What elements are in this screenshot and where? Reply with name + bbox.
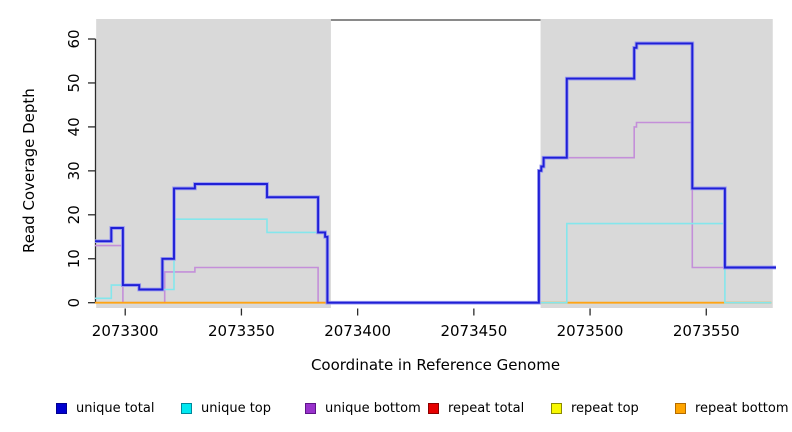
y-tick-label: 0 xyxy=(65,298,83,308)
legend-item-unique-total: unique total xyxy=(56,398,154,418)
x-tick-label: 2073400 xyxy=(324,322,391,340)
x-tick-label: 2073350 xyxy=(208,322,275,340)
unique-bottom-swatch-icon xyxy=(305,402,316,414)
unique-total-swatch-icon xyxy=(56,402,67,414)
x-tick-label: 2073550 xyxy=(673,322,740,340)
legend-item-repeat-bottom: repeat bottom xyxy=(675,398,789,418)
legend-label: repeat bottom xyxy=(695,400,789,416)
y-tick-label: 20 xyxy=(65,205,83,224)
legend-item-repeat-top: repeat top xyxy=(551,398,639,418)
legend: unique total unique top unique bottom re… xyxy=(0,398,792,422)
repeat-bottom-swatch-icon xyxy=(675,402,686,414)
y-tick-label: 50 xyxy=(65,73,83,92)
x-tick-label: 2073300 xyxy=(92,322,159,340)
left-shaded-region xyxy=(96,19,331,308)
x-tick-label: 2073450 xyxy=(440,322,507,340)
repeat-total-swatch-icon xyxy=(428,402,439,414)
y-tick-label: 30 xyxy=(65,161,83,180)
y-tick-label: 10 xyxy=(65,249,83,268)
legend-item-repeat-total: repeat total xyxy=(428,398,524,418)
y-tick-label: 60 xyxy=(65,29,83,48)
repeat-top-swatch-icon xyxy=(551,402,562,414)
legend-label: repeat total xyxy=(448,400,525,416)
legend-label: unique total xyxy=(76,400,155,416)
legend-item-unique-bottom: unique bottom xyxy=(305,398,421,418)
right-shaded-region xyxy=(540,19,773,308)
legend-label: unique bottom xyxy=(325,400,421,416)
unique-top-swatch-icon xyxy=(181,402,192,414)
legend-label: unique top xyxy=(201,400,272,416)
y-axis-title: Read Coverage Depth xyxy=(20,88,38,254)
y-tick-label: 40 xyxy=(65,117,83,136)
x-tick-label: 2073500 xyxy=(557,322,624,340)
legend-item-unique-top: unique top xyxy=(181,398,271,418)
legend-label: repeat top xyxy=(571,400,639,416)
series-unique-total xyxy=(95,42,776,304)
x-axis-title: Coordinate in Reference Genome xyxy=(310,356,561,374)
